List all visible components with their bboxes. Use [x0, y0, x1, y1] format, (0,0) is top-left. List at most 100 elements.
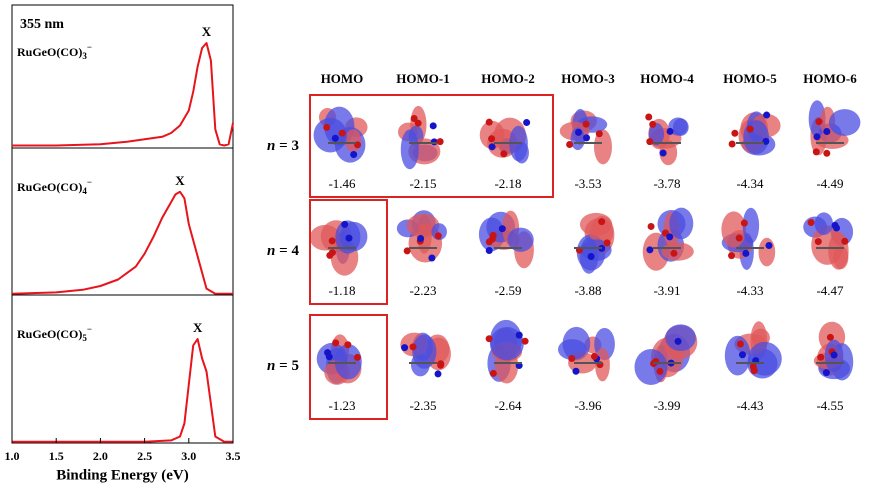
atom — [645, 113, 653, 121]
lobe — [814, 212, 834, 235]
orbital-energy: -4.47 — [816, 283, 844, 298]
orbital-image — [557, 326, 615, 382]
orbital-image — [478, 210, 534, 269]
atom — [603, 239, 611, 247]
charge: − — [87, 42, 92, 52]
peak-label: X — [202, 24, 212, 39]
atom — [403, 247, 411, 255]
row-label: n = 3 — [267, 138, 299, 154]
lobe — [665, 324, 696, 352]
orbital-image — [803, 212, 854, 270]
atom — [812, 148, 820, 156]
atom — [488, 135, 496, 143]
atom — [323, 123, 331, 131]
spectrum-line — [12, 42, 234, 147]
orbital-image — [813, 321, 854, 381]
lobe — [579, 212, 613, 236]
atom — [344, 341, 352, 349]
atom — [590, 352, 598, 360]
atom — [736, 340, 744, 348]
panel-frame — [11, 294, 234, 444]
row-label-n: n — [267, 243, 275, 259]
orbital-energy: -1.23 — [328, 398, 355, 413]
x-tick-label: 3.5 — [226, 449, 241, 463]
orbital-energy: -2.64 — [494, 398, 522, 413]
atom — [815, 118, 823, 126]
lobe — [724, 335, 751, 376]
atom — [401, 344, 409, 352]
atom — [841, 237, 849, 245]
column-header: HOMO-5 — [723, 71, 777, 86]
atom — [325, 353, 333, 361]
subscript: 3 — [82, 51, 87, 61]
x-tick-label: 2.5 — [137, 449, 152, 463]
atom — [489, 369, 497, 377]
orbital-energy: -2.35 — [409, 398, 436, 413]
charge: − — [87, 324, 92, 334]
orbital-energy: -1.18 — [328, 283, 355, 298]
atom — [417, 234, 425, 242]
lobe — [758, 237, 776, 267]
atom — [587, 252, 595, 260]
annotation: 355 nm — [20, 17, 64, 32]
lobe — [743, 120, 769, 155]
orbital-image — [642, 207, 694, 271]
x-axis-label: Binding Energy (eV) — [56, 467, 189, 483]
orbital-image — [559, 108, 612, 165]
species-label: RuGeO(CO)5− — [17, 324, 92, 343]
atom — [765, 242, 773, 250]
atom — [763, 111, 771, 119]
orbital-energy: -4.49 — [816, 176, 843, 191]
atom — [728, 252, 736, 260]
peak-label: X — [193, 320, 203, 335]
species-label: RuGeO(CO)4− — [17, 177, 92, 196]
atom — [826, 333, 834, 341]
x-tick-label: 3.0 — [181, 449, 196, 463]
orbital-image — [313, 106, 368, 163]
subscript: 5 — [82, 333, 87, 343]
atom — [666, 233, 674, 241]
column-header: HOMO-6 — [803, 71, 857, 86]
atom — [523, 119, 531, 127]
atom — [332, 339, 340, 347]
highlight-box — [309, 314, 388, 420]
atom — [582, 120, 590, 128]
orbital-energy: -3.99 — [653, 398, 680, 413]
atom — [338, 129, 346, 137]
highlight-box — [309, 94, 554, 198]
lobe — [489, 326, 524, 361]
formula: RuGeO(CO) — [17, 180, 82, 194]
orbital-image — [574, 212, 615, 274]
orbital-image — [316, 334, 362, 385]
orbital-energy: -2.23 — [409, 283, 436, 298]
atom — [328, 249, 336, 257]
orbital-image — [645, 113, 689, 166]
atom — [817, 353, 825, 361]
atom — [646, 138, 654, 146]
atom — [331, 134, 339, 142]
atom — [434, 370, 442, 378]
lobe — [742, 207, 760, 244]
atom — [598, 218, 606, 226]
lobe — [811, 225, 844, 265]
atom — [814, 238, 822, 246]
orbital-image — [724, 321, 782, 379]
panel-frame — [11, 147, 234, 296]
atom — [674, 337, 682, 345]
atom — [762, 137, 770, 145]
spectrum-line — [11, 190, 233, 295]
atom — [436, 138, 444, 146]
column-header: HOMO-1 — [396, 71, 449, 86]
lobe — [334, 344, 362, 380]
atom — [428, 254, 436, 262]
atom — [341, 220, 349, 228]
species-label: RuGeO(CO)3− — [17, 42, 92, 61]
atom — [575, 128, 583, 136]
atom — [666, 127, 674, 135]
atom — [728, 140, 736, 148]
x-tick-label: 2.0 — [93, 449, 108, 463]
atom — [646, 246, 654, 254]
column-header: HOMO — [321, 71, 364, 86]
orbital-energy: -4.34 — [736, 176, 764, 191]
orbital-energy: -1.46 — [328, 176, 356, 191]
